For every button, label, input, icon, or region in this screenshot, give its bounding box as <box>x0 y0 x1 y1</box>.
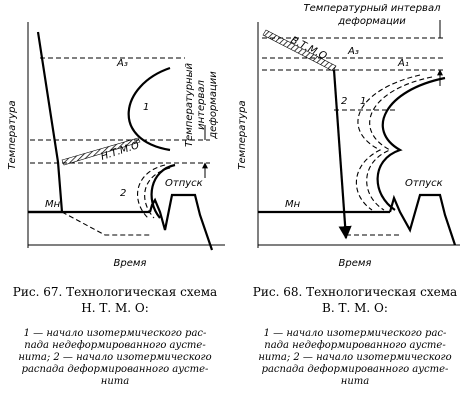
guide-lines <box>334 109 400 236</box>
cooling-path <box>28 31 64 214</box>
quench-path <box>61 211 150 236</box>
description: нита; 2 — начало изотермического <box>18 352 211 363</box>
caption: Рис. 67. Технологическая схема <box>13 285 217 299</box>
description: нита <box>101 376 130 387</box>
label: 2 <box>341 96 347 107</box>
label: Температура <box>237 100 248 169</box>
description: распада деформированного аусте- <box>262 364 449 375</box>
axes <box>27 22 225 248</box>
caption: Н. Т. М. О: <box>81 301 149 315</box>
curve-2b <box>144 167 171 219</box>
label: 2 <box>120 188 126 199</box>
deformation-hatch <box>61 137 141 166</box>
figure-67: A₃ Температура Время Температурный интер… <box>7 22 225 387</box>
label: Температура <box>7 100 18 169</box>
label: деформации <box>208 71 219 140</box>
caption: В. Т. М. О: <box>322 301 388 315</box>
temper-path <box>388 193 457 246</box>
label: Температурный интервал <box>304 3 442 14</box>
label: Mн <box>285 199 301 210</box>
curve-1 <box>376 76 446 211</box>
label: Отпуск <box>405 178 443 189</box>
description: нита; 2 — начало изотермического <box>258 352 451 363</box>
label: Время <box>339 258 372 269</box>
description: 1 — начало изотермического рас- <box>264 328 447 339</box>
description: пада недеформированного аусте- <box>24 340 206 351</box>
description: распада деформированного аусте- <box>22 364 209 375</box>
figure-68: Температурный интервал деформации A₃ A₁ … <box>237 3 460 387</box>
curve-2 <box>137 164 166 219</box>
label: Температурный <box>184 63 195 147</box>
description: пада недеформированного аусте- <box>264 340 446 351</box>
description: нита <box>341 376 370 387</box>
description: 1 — начало изотермического рас- <box>24 328 207 339</box>
label: 1 <box>360 96 366 107</box>
temper-path <box>148 193 214 251</box>
cooling-path <box>332 69 352 240</box>
label: интервал <box>196 80 207 130</box>
label: деформации <box>337 16 406 27</box>
label: 1 <box>143 102 149 113</box>
axes <box>257 22 460 248</box>
curve-1-lower <box>150 163 176 219</box>
label: Отпуск <box>165 178 203 189</box>
curve-2b <box>366 76 433 211</box>
caption: Рис. 68. Технологическая схема <box>253 285 457 299</box>
label: Mн <box>45 199 61 210</box>
label: A₁ <box>397 58 409 69</box>
label: A₃ <box>116 58 128 69</box>
label: A₃ <box>347 46 359 57</box>
curve-2 <box>355 74 421 211</box>
label: Время <box>114 258 147 269</box>
curve-1-upper <box>127 66 171 152</box>
